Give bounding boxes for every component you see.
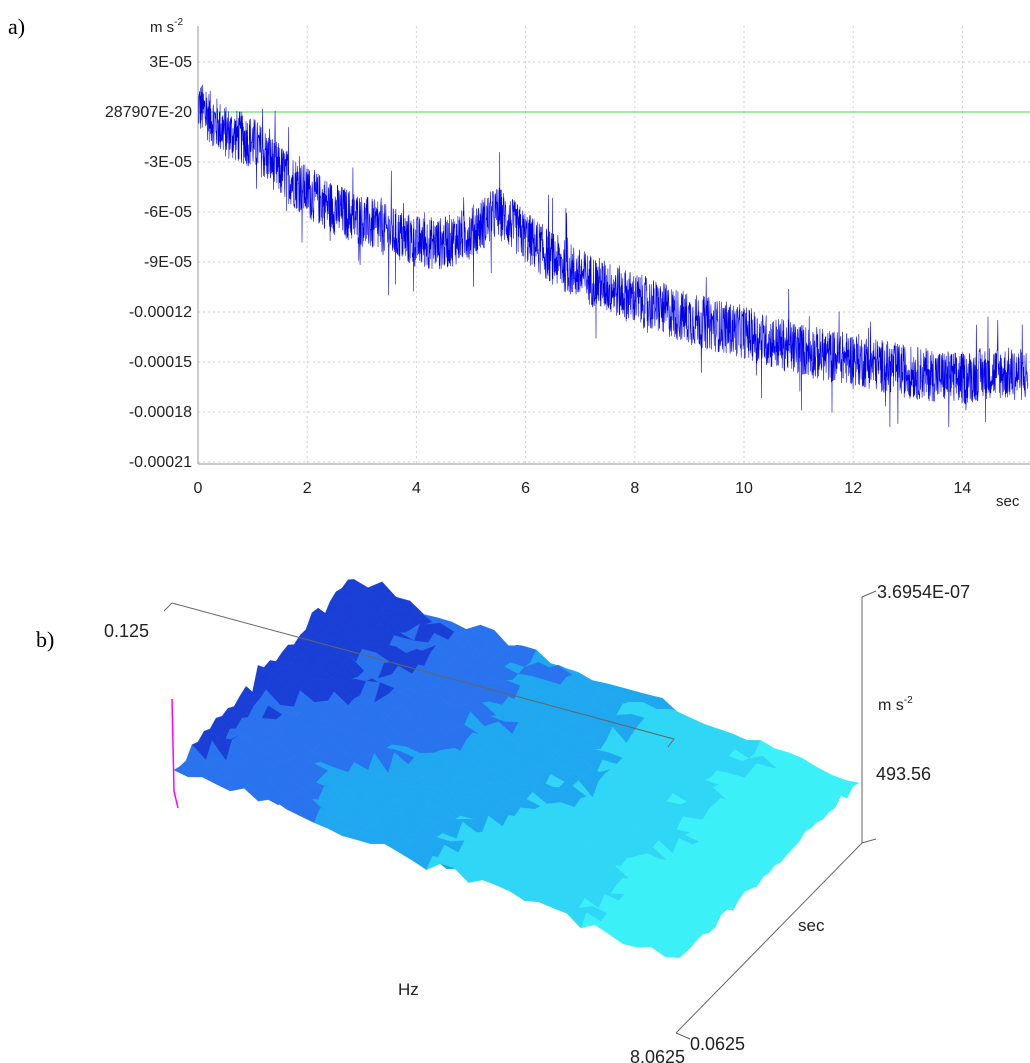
z-max-label: 3.6954E-07 bbox=[877, 582, 970, 602]
y-axis-unit-main: m s bbox=[150, 19, 174, 36]
sec-min-label: 0.0625 bbox=[690, 1034, 745, 1054]
peak-spike bbox=[171, 698, 179, 809]
y-tick-label: -0.00015 bbox=[129, 354, 192, 371]
hz-axis-label: Hz bbox=[398, 980, 419, 999]
x-tick-label: 2 bbox=[303, 480, 312, 497]
x-tick-labels: 0 2 4 6 8 10 12 14 bbox=[194, 480, 972, 497]
series-line bbox=[197, 84, 1029, 428]
hz-min-label: 0.125 bbox=[104, 621, 149, 641]
y-tick-labels: 3E-05 287907E-20 -3E-05 -6E-05 -9E-05 -0.0001… bbox=[105, 54, 192, 471]
y-tick-label: 3E-05 bbox=[149, 54, 192, 71]
y-tick-label: -9E-05 bbox=[144, 254, 192, 271]
sec-max-label: 493.56 bbox=[876, 764, 931, 784]
y-tick-label: -3E-05 bbox=[144, 154, 192, 171]
hz-max-label: 8.0625 bbox=[630, 1047, 685, 1063]
x-tick-label: 4 bbox=[412, 480, 421, 497]
surface-facet bbox=[664, 947, 686, 959]
y-axis-unit: m s-2 bbox=[150, 17, 184, 36]
x-tick-label: 12 bbox=[844, 480, 862, 497]
y-axis-unit-exp: -2 bbox=[174, 17, 183, 28]
x-tick-label: 0 bbox=[194, 480, 203, 497]
x-tick-label: 14 bbox=[954, 480, 972, 497]
y-tick-label: -0.00021 bbox=[129, 454, 192, 471]
sec-axis-end-tick bbox=[675, 1032, 691, 1040]
surface-mesh bbox=[173, 579, 860, 959]
z-axis-unit-exp: -2 bbox=[904, 695, 913, 706]
grid bbox=[198, 26, 1030, 464]
panel-a-label: a) bbox=[8, 14, 26, 39]
hz-axis-end-tick bbox=[667, 738, 675, 748]
x-tick-label: 10 bbox=[735, 480, 753, 497]
time-series-chart: 3E-05 287907E-20 -3E-05 -6E-05 -9E-05 -0.0001… bbox=[105, 17, 1030, 510]
y-tick-label: -0.00012 bbox=[129, 304, 192, 321]
z-axis-top-tick bbox=[861, 590, 877, 598]
y-tick-label: 287907E-20 bbox=[105, 104, 192, 121]
surface-chart: 3.6954E-07 m s-2 493.56 0.0625 sec 0.125… bbox=[104, 579, 970, 1063]
hz-axis-visible bbox=[171, 602, 675, 740]
sec-axis-label: sec bbox=[798, 916, 825, 935]
x-tick-label: 8 bbox=[630, 480, 639, 497]
z-axis-unit: m s-2 bbox=[878, 695, 913, 714]
panel-b-label: b) bbox=[36, 627, 55, 652]
x-axis-label: sec bbox=[996, 493, 1020, 510]
x-tick-label: 6 bbox=[521, 480, 530, 497]
sec-axis bbox=[675, 842, 863, 1034]
y-tick-label: -6E-05 bbox=[144, 204, 192, 221]
y-tick-label: -0.00018 bbox=[129, 404, 192, 421]
hz-axis-start-tick bbox=[163, 602, 173, 612]
z-axis-unit-main: m s bbox=[878, 697, 904, 714]
z-axis-bottom-tick bbox=[861, 838, 877, 844]
